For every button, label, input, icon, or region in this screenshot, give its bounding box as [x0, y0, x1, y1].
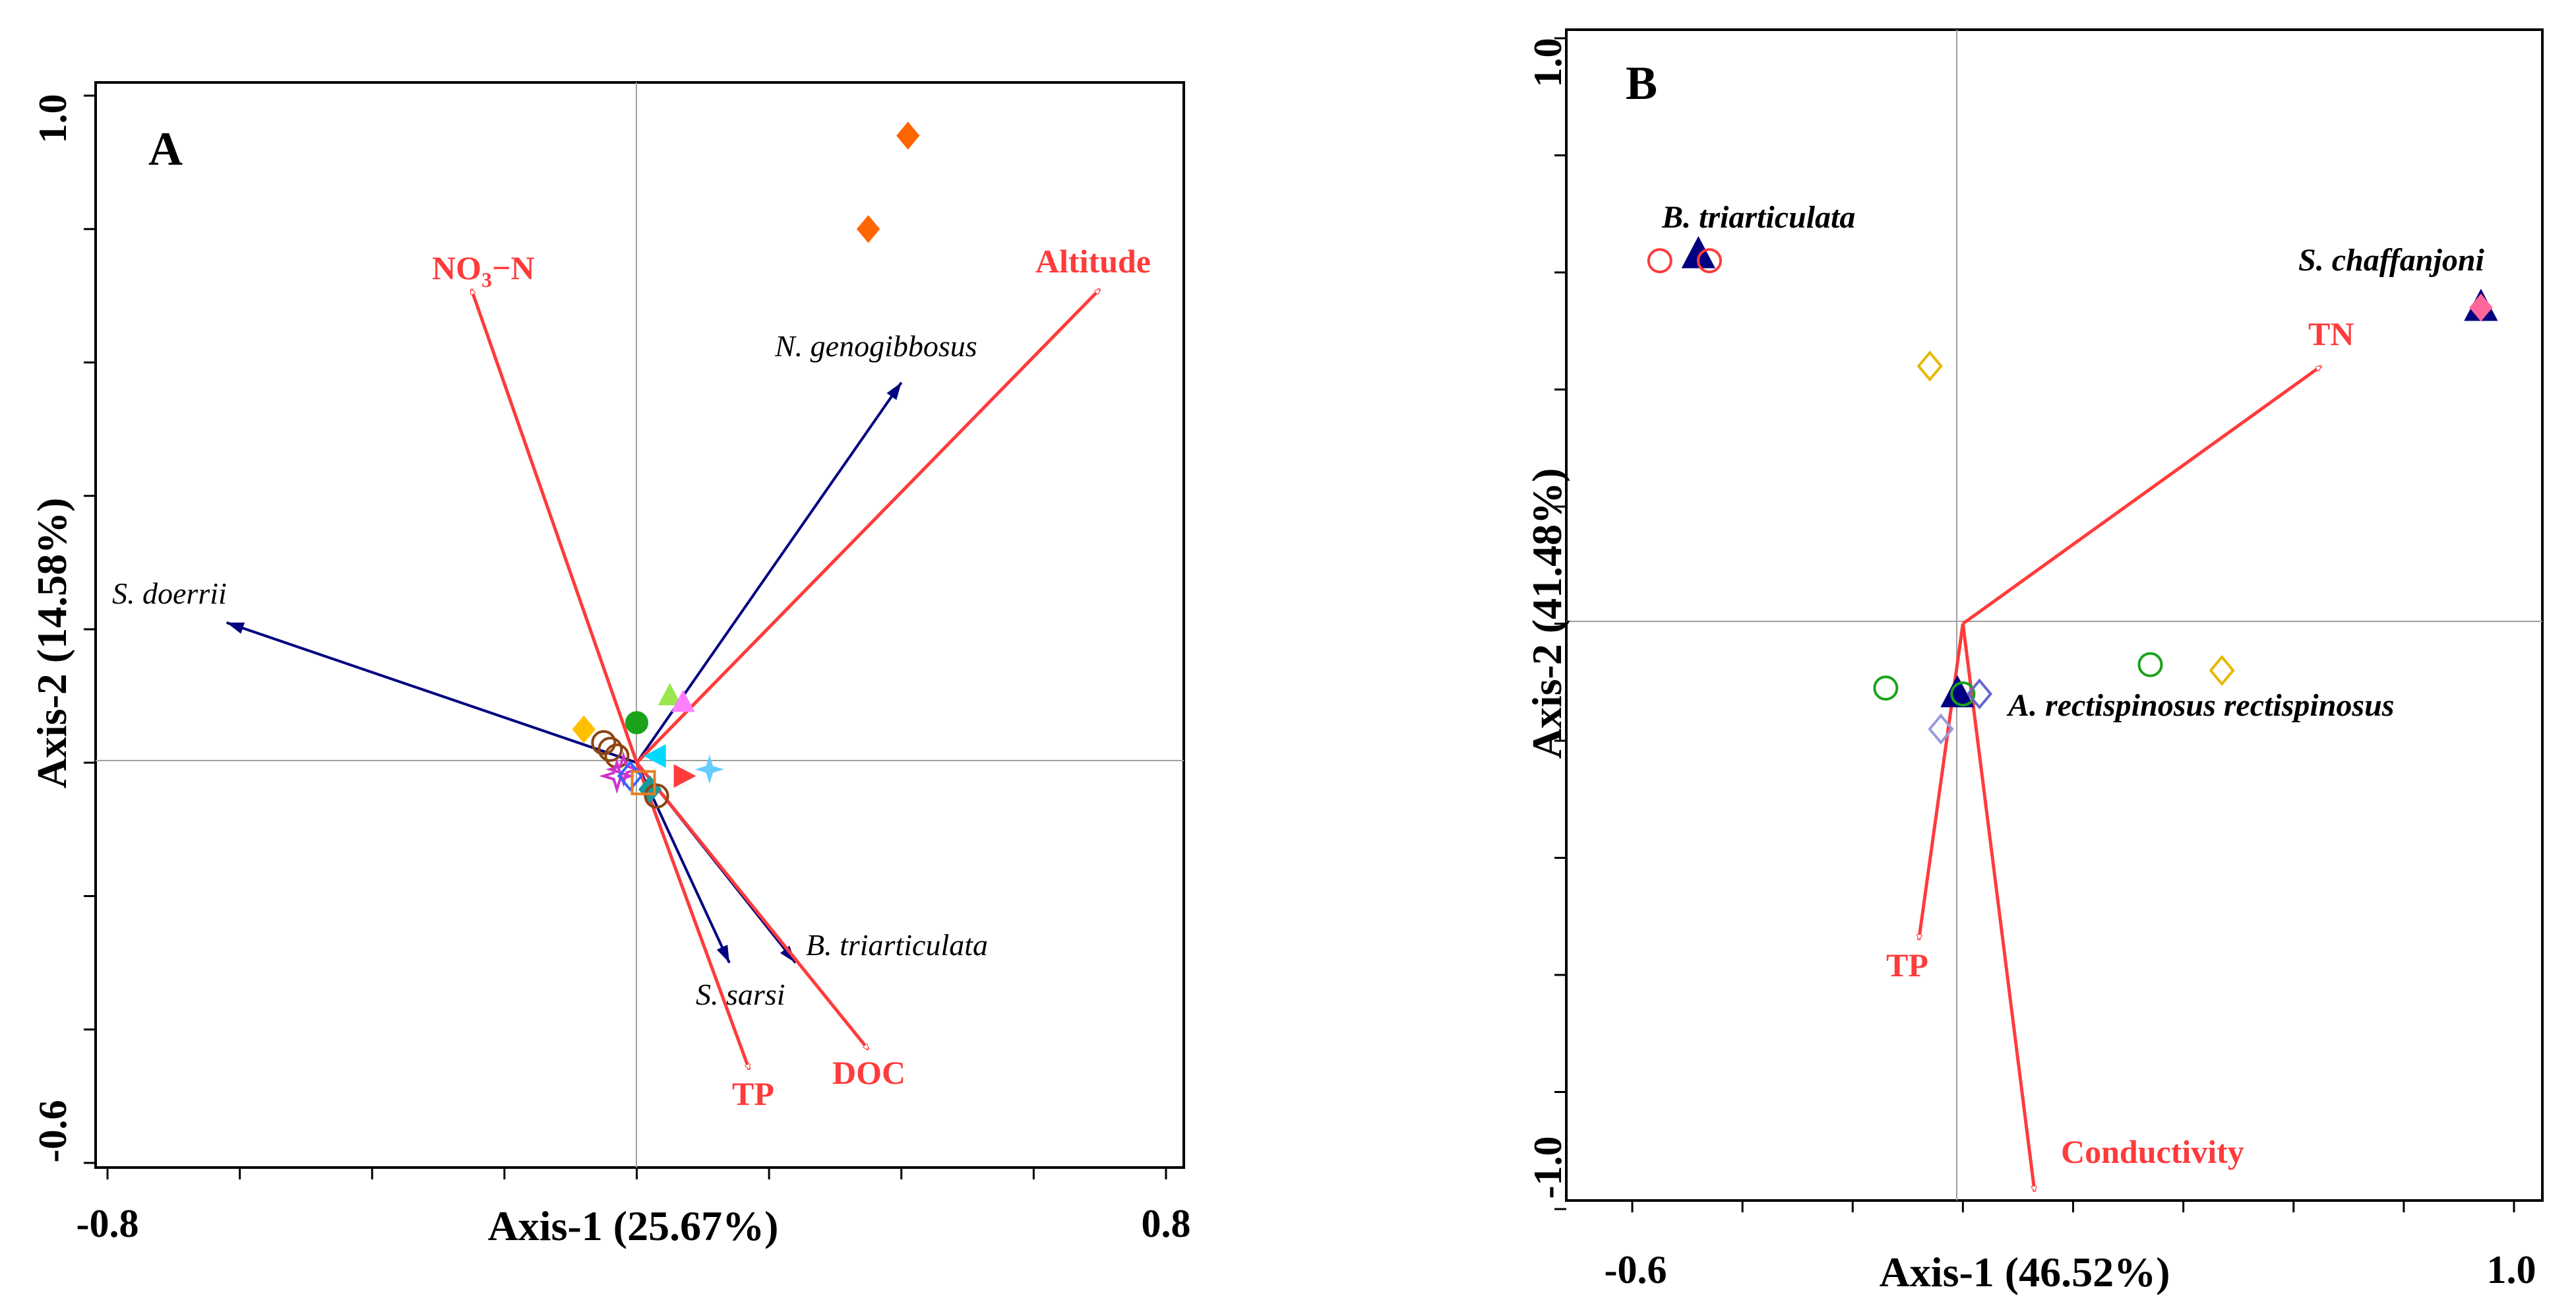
panel-a-samples [572, 121, 920, 809]
species-label-a-rectispinosus: A. rectispinosus rectispinosus [2006, 688, 2394, 723]
panel-b-xtick-max: 1.0 [2487, 1248, 2536, 1292]
panel-b-sample-4 [1873, 675, 1899, 701]
panel-b-samples [1647, 235, 2498, 745]
species-vector-2-head [780, 945, 796, 963]
species-score-2 [1940, 675, 1975, 708]
species-label-n-genogibbosus: N. genogibbosus [774, 329, 977, 363]
env-label-no3n: NO3−N [432, 249, 535, 292]
panel-b-sample-6 [2209, 654, 2235, 687]
panel-a-ticks [84, 94, 1167, 1179]
panel-a-sample-2 [625, 711, 648, 735]
species-vector-1 [226, 621, 638, 764]
species-label-s-chaffanjoni: S. chaffanjoni [2298, 243, 2485, 278]
species-vector-3-head [716, 945, 729, 963]
panel-a-ytick-min: -0.6 [31, 1100, 75, 1163]
panel-a-sample-8 [694, 755, 724, 784]
env-label-altitude: Altitude [1035, 243, 1151, 280]
panel-a-ytick-max: 1.0 [31, 94, 75, 144]
panel-a-sample-0 [896, 121, 920, 150]
env-vector-1 [635, 288, 1101, 764]
panel-a-sample-1 [856, 215, 880, 243]
panel-a-ylabel: Axis-2 (14.58%) [28, 498, 75, 789]
panel-a: A [84, 81, 1185, 1179]
panel-b-sample-7 [1950, 681, 1976, 706]
panel-a-sample-17 [630, 770, 656, 795]
panel-a-sample-13 [599, 758, 635, 794]
panel-a-xtick-max: 0.8 [1142, 1202, 1191, 1245]
env-label-doc: DOC [832, 1054, 905, 1091]
panel-b-sample-9 [1928, 713, 1954, 745]
panel-b-sample-2 [2469, 294, 2493, 322]
panel-b-ytick-min: -1.0 [1526, 1137, 1570, 1199]
panel-b-label: B [1626, 57, 1657, 109]
env-vector-0 [470, 289, 638, 764]
panel-b-sample-8 [1966, 678, 1993, 710]
panel-b: B [1554, 28, 2544, 1212]
env-label-tp-a: TP [732, 1075, 774, 1112]
panel-b-xlabel: Axis-1 (46.52%) [1880, 1249, 2170, 1295]
env-label-conductivity: Conductivity [2061, 1133, 2244, 1170]
panel-a-xlabel: Axis-1 (25.67%) [488, 1202, 779, 1249]
env-vector-2 [635, 762, 751, 1069]
panel-b-vectors [1919, 364, 2321, 1192]
panel-a-sample-7 [673, 764, 696, 788]
env-vector-2 [1961, 623, 2035, 1192]
species-vector-0-head [886, 382, 902, 400]
panel-a-sample-4 [671, 689, 695, 712]
panel-a-label: A [148, 123, 183, 175]
panel-a-xtick-min: -0.8 [77, 1202, 139, 1245]
panel-a-sample-3 [658, 683, 682, 706]
panel-a-sample-10 [598, 737, 623, 763]
species-vector-1-head [226, 622, 245, 634]
panel-b-sample-5 [2137, 652, 2163, 677]
panel-a-sample-5 [572, 715, 596, 743]
panel-b-sample-1 [1696, 248, 1722, 274]
species-label-b-triarticulata-b: B. triarticulata [1661, 200, 1855, 235]
panel-b-ticks [1554, 37, 2515, 1212]
panel-a-sample-9 [591, 730, 617, 755]
env-vector-1 [1919, 623, 1965, 940]
panel-b-sample-0 [1647, 248, 1672, 274]
panel-a-sample-6 [643, 744, 666, 768]
env-vector-3 [635, 761, 870, 1051]
env-vector-0 [1961, 364, 2321, 625]
panel-b-ylabel: Axis-2 (41.48%) [1523, 468, 1570, 759]
panel-a-frame [94, 81, 1185, 1169]
env-label-tn: TN [2308, 315, 2354, 352]
species-label-s-doerrii: S. doerrii [112, 577, 227, 610]
species-label-s-sarsi: S. sarsi [696, 978, 785, 1011]
env-label-tp-b: TP [1886, 947, 1928, 983]
species-score-0 [1681, 235, 1715, 268]
panel-b-xtick-min: -0.6 [1605, 1248, 1667, 1292]
panel-b-sample-3 [1917, 350, 1943, 382]
panel-b-ytick-max: 1.0 [1526, 38, 1570, 88]
panel-a-sample-16 [644, 783, 669, 809]
species-label-b-triarticulata-a: B. triarticulata [806, 928, 988, 962]
panel-b-frame [1565, 28, 2544, 1202]
